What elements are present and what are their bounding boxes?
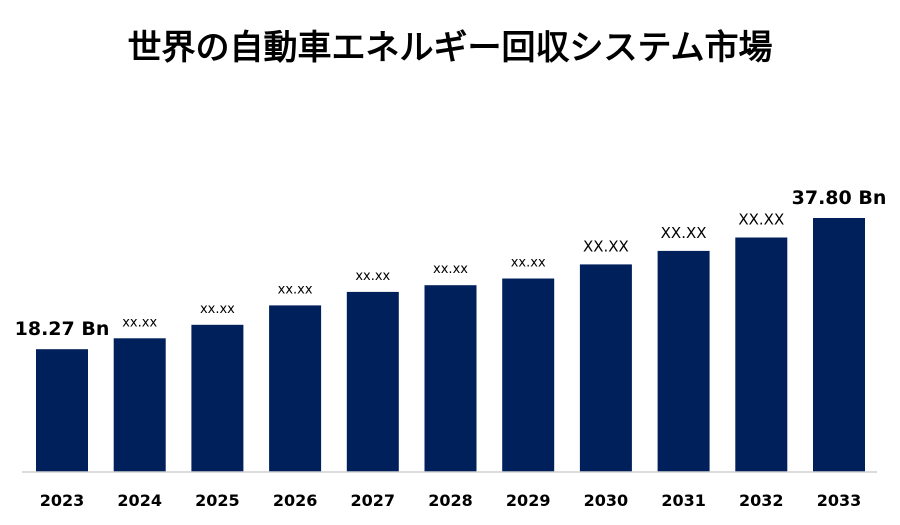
x-tick-2025: 2025	[195, 491, 240, 510]
data-label-2029: xx.xx	[511, 256, 546, 271]
x-tick-2032: 2032	[739, 491, 784, 510]
x-tick-2026: 2026	[273, 491, 318, 510]
x-tick-2030: 2030	[584, 491, 629, 510]
data-label-2027: xx.xx	[355, 269, 390, 284]
data-label-2025: xx.xx	[200, 302, 235, 317]
bar-2024	[113, 338, 166, 472]
data-label-2031: XX.XX	[661, 224, 707, 242]
data-label-2032: XX.XX	[738, 211, 784, 229]
data-label-2033: 37.80 Bn	[792, 187, 887, 209]
data-labels-group: 18.27 Bn xx.xx xx.xx xx.xx xx.xx xx.xx xx.xx XX…	[15, 187, 887, 340]
x-tick-2028: 2028	[428, 491, 473, 510]
x-tick-2027: 2027	[351, 491, 396, 510]
bars-group	[36, 218, 865, 472]
data-label-2023: 18.27 Bn	[15, 318, 110, 340]
x-tick-2023: 2023	[40, 491, 85, 510]
bar-2025	[191, 324, 244, 472]
data-label-2024: xx.xx	[122, 315, 157, 330]
bar-2023	[36, 349, 88, 472]
bar-2031	[657, 250, 710, 472]
bar-2027	[346, 291, 399, 472]
x-tick-2031: 2031	[661, 491, 706, 510]
x-tick-2029: 2029	[506, 491, 551, 510]
x-tick-2033: 2033	[817, 491, 862, 510]
chart-title: 世界の自動車エネルギー回収システム市場	[127, 28, 773, 68]
data-label-2026: xx.xx	[278, 282, 313, 297]
bar-2032	[735, 237, 788, 472]
bar-2026	[269, 305, 322, 472]
bar-2033	[813, 218, 865, 472]
bar-2030	[579, 264, 632, 472]
bar-2029	[502, 278, 555, 472]
x-tick-labels-group: 2023 2024 2025 2026 2027 2028 2029 2030 2031 2032…	[40, 491, 862, 510]
data-label-2028: xx.xx	[433, 262, 468, 277]
bar-2028	[424, 285, 477, 472]
data-label-2030: XX.XX	[583, 237, 629, 255]
x-tick-2024: 2024	[117, 491, 162, 510]
